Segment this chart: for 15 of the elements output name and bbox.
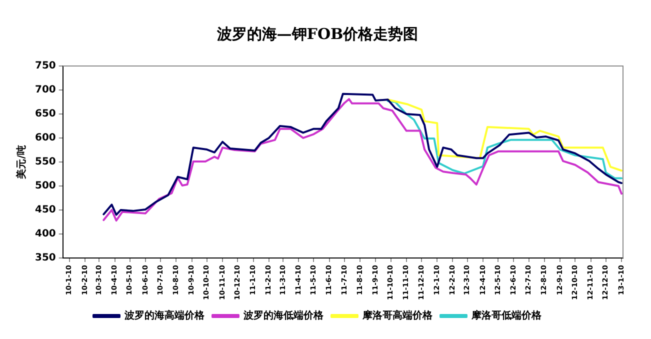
y-tick-label: 650 <box>35 108 56 120</box>
legend-label: 波罗的海高端价格 <box>124 310 206 322</box>
y-tick-label: 500 <box>35 180 56 192</box>
y-tick-label: 750 <box>35 60 56 72</box>
y-tick-label: 700 <box>35 84 56 96</box>
y-tick-label: 550 <box>35 156 56 168</box>
y-axis-title: 美元/吨 <box>16 145 28 180</box>
legend-label: 波罗的海低端价格 <box>242 310 324 322</box>
y-tick-label: 400 <box>35 228 56 240</box>
y-tick-label: 450 <box>35 204 56 216</box>
legend-label: 摩洛哥低端价格 <box>470 310 542 322</box>
y-tick-label: 350 <box>35 252 56 264</box>
legend-label: 摩洛哥高端价格 <box>362 310 434 322</box>
chart-title: 波罗的海—钾FOB价格走势图 <box>216 24 418 43</box>
y-tick-label: 600 <box>35 132 56 144</box>
